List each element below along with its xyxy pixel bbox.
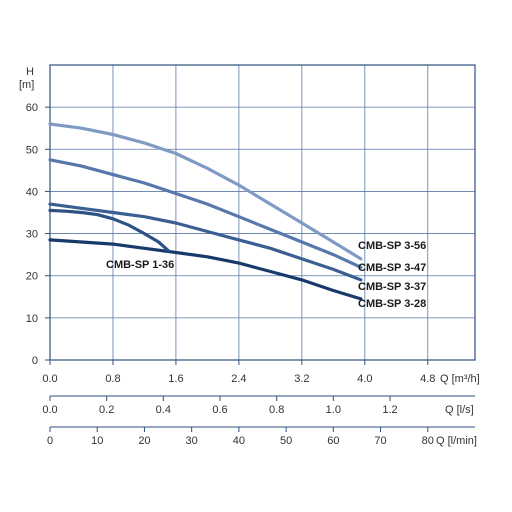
series-label: CMB-SP 1-36 <box>106 259 174 271</box>
x-tick-label: 0.0 <box>42 373 57 385</box>
x-tick-label: 1.0 <box>326 404 341 416</box>
series-label: CMB-SP 3-28 <box>358 298 426 310</box>
x-tick-label: 30 <box>186 435 198 447</box>
y-tick-label: 30 <box>26 229 38 241</box>
x-tick-label: 40 <box>233 435 245 447</box>
series-line <box>48 122 363 261</box>
y-axis-symbol: H <box>26 66 34 78</box>
series-line <box>48 202 363 282</box>
series-labels: CMB-SP 3-56 CMB-SP 3-47 CMB-SP 3-37 CMB-SP … <box>106 240 426 310</box>
y-tick-label: 40 <box>26 186 38 198</box>
x-tick-label: 0 <box>47 435 53 447</box>
y-tick-label: 0 <box>32 355 38 367</box>
x-tick-label: 20 <box>138 435 150 447</box>
series-label: CMB-SP 3-47 <box>358 262 426 274</box>
x-tick-label: 10 <box>91 435 103 447</box>
x-tick-label: 0.6 <box>212 404 227 416</box>
x-tick-label: 4.8 <box>420 373 435 385</box>
y-tick-label: 20 <box>26 271 38 283</box>
y-tick-label: 10 <box>26 313 38 325</box>
x-tick-label: 1.6 <box>168 373 183 385</box>
y-tick-label: 50 <box>26 144 38 156</box>
x-tick-label: 4.0 <box>357 373 372 385</box>
series-line <box>48 208 170 252</box>
x-tick-label: 1.2 <box>382 404 397 416</box>
x-tick-label: 0.8 <box>105 373 120 385</box>
x-tick-label: 60 <box>327 435 339 447</box>
x-axes: 0.0 0.8 1.6 2.4 3.2 4.0 4.8 Q [m³/h] 0.0 0.2 0.4 0.… <box>42 360 480 447</box>
y-tick-label: 60 <box>26 102 38 114</box>
x-axis-title: Q [l/min] <box>436 435 477 447</box>
x-tick-label: 80 <box>422 435 434 447</box>
series-label: CMB-SP 3-37 <box>358 281 426 293</box>
x-tick-label: 0.4 <box>156 404 171 416</box>
x-tick-label: 70 <box>374 435 386 447</box>
x-tick-label: 50 <box>280 435 292 447</box>
series-lines <box>48 122 363 301</box>
x-axis-title: Q [l/s] <box>445 404 474 416</box>
x-tick-label: 0.0 <box>42 404 57 416</box>
x-tick-label: 2.4 <box>231 373 246 385</box>
x-tick-label: 3.2 <box>294 373 309 385</box>
y-axis-unit: [m] <box>19 79 34 91</box>
y-axis: H [m] 0 10 20 30 40 50 60 <box>19 66 50 367</box>
plot-frame <box>49 64 476 361</box>
x-axis-title: Q [m³/h] <box>440 373 480 385</box>
series-line <box>48 238 363 301</box>
series-line <box>48 158 363 269</box>
x-tick-label: 0.2 <box>99 404 114 416</box>
series-label: CMB-SP 3-56 <box>358 240 426 252</box>
x-tick-label: 0.8 <box>269 404 284 416</box>
